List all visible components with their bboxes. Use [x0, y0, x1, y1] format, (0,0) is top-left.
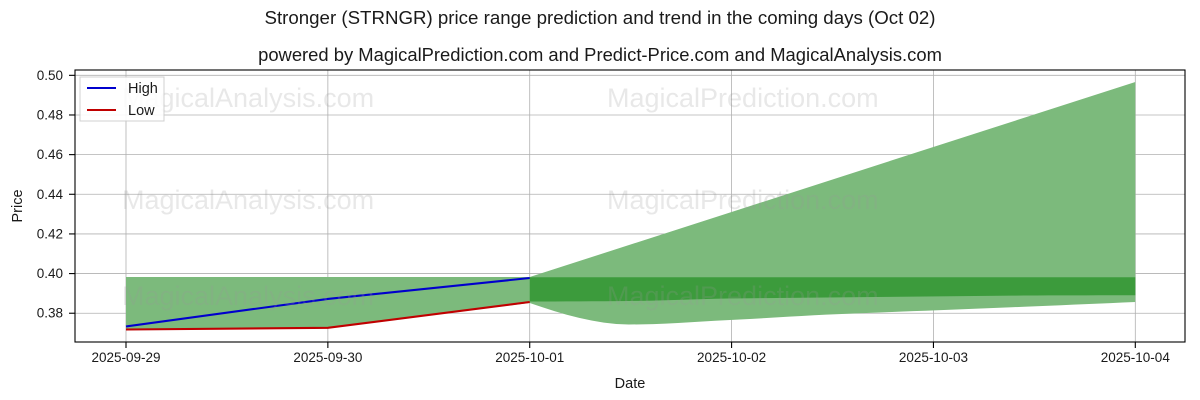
- svg-text:MagicalPrediction.com: MagicalPrediction.com: [607, 83, 879, 113]
- svg-text:MagicalAnalysis.com: MagicalAnalysis.com: [122, 185, 374, 215]
- svg-text:MagicalPrediction.com: MagicalPrediction.com: [607, 281, 879, 311]
- svg-text:2025-10-03: 2025-10-03: [899, 350, 968, 365]
- svg-text:0.48: 0.48: [37, 108, 63, 123]
- svg-text:0.38: 0.38: [37, 306, 63, 321]
- svg-text:0.40: 0.40: [37, 266, 63, 281]
- svg-text:0.50: 0.50: [37, 68, 63, 83]
- svg-text:Price: Price: [10, 189, 26, 222]
- svg-text:2025-10-02: 2025-10-02: [697, 350, 766, 365]
- svg-text:MagicalPrediction.com: MagicalPrediction.com: [607, 185, 879, 215]
- svg-text:2025-10-01: 2025-10-01: [495, 350, 564, 365]
- svg-text:MagicalAnalysis.com: MagicalAnalysis.com: [122, 281, 374, 311]
- svg-text:Low: Low: [128, 103, 155, 119]
- svg-text:Date: Date: [615, 376, 646, 392]
- svg-text:2025-09-29: 2025-09-29: [91, 350, 160, 365]
- svg-text:0.42: 0.42: [37, 226, 63, 241]
- svg-text:2025-09-30: 2025-09-30: [293, 350, 362, 365]
- svg-text:2025-10-04: 2025-10-04: [1101, 350, 1171, 365]
- svg-text:High: High: [128, 81, 158, 97]
- svg-text:0.44: 0.44: [37, 187, 64, 202]
- svg-text:0.46: 0.46: [37, 147, 63, 162]
